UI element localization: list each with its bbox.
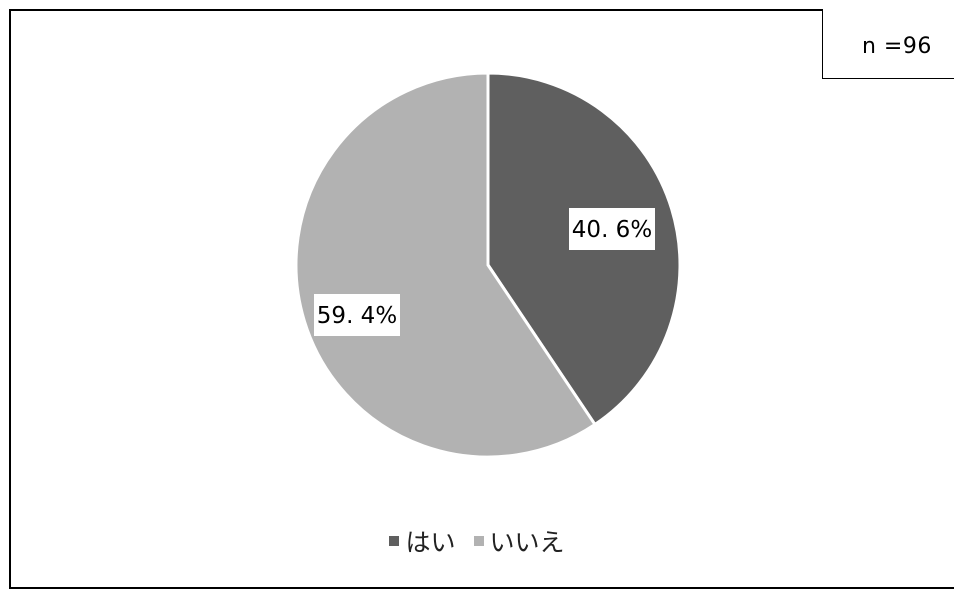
legend-label-no: いいえ — [489, 528, 565, 557]
pie-labels: 40. 6% 59. 4% — [314, 208, 655, 336]
legend-label-yes: はい — [405, 528, 456, 557]
data-label-0: 40. 6% — [572, 217, 652, 243]
sample-size-label: n =96 — [862, 34, 932, 59]
legend-swatch-no — [473, 536, 484, 546]
pie-slice-1 — [294, 71, 598, 459]
legend-item-yes: はい — [389, 523, 456, 559]
legend: はい いいえ — [0, 524, 954, 558]
data-label-box-1 — [314, 294, 400, 336]
sample-size-box — [822, 9, 954, 79]
pie-chart: 40. 6% 59. 4% — [294, 71, 682, 459]
legend-swatch-yes — [389, 536, 400, 546]
legend-item-no: いいえ — [473, 523, 565, 559]
data-label-1: 59. 4% — [317, 303, 397, 329]
pie-slices — [294, 71, 682, 459]
data-label-box-0 — [569, 208, 655, 250]
